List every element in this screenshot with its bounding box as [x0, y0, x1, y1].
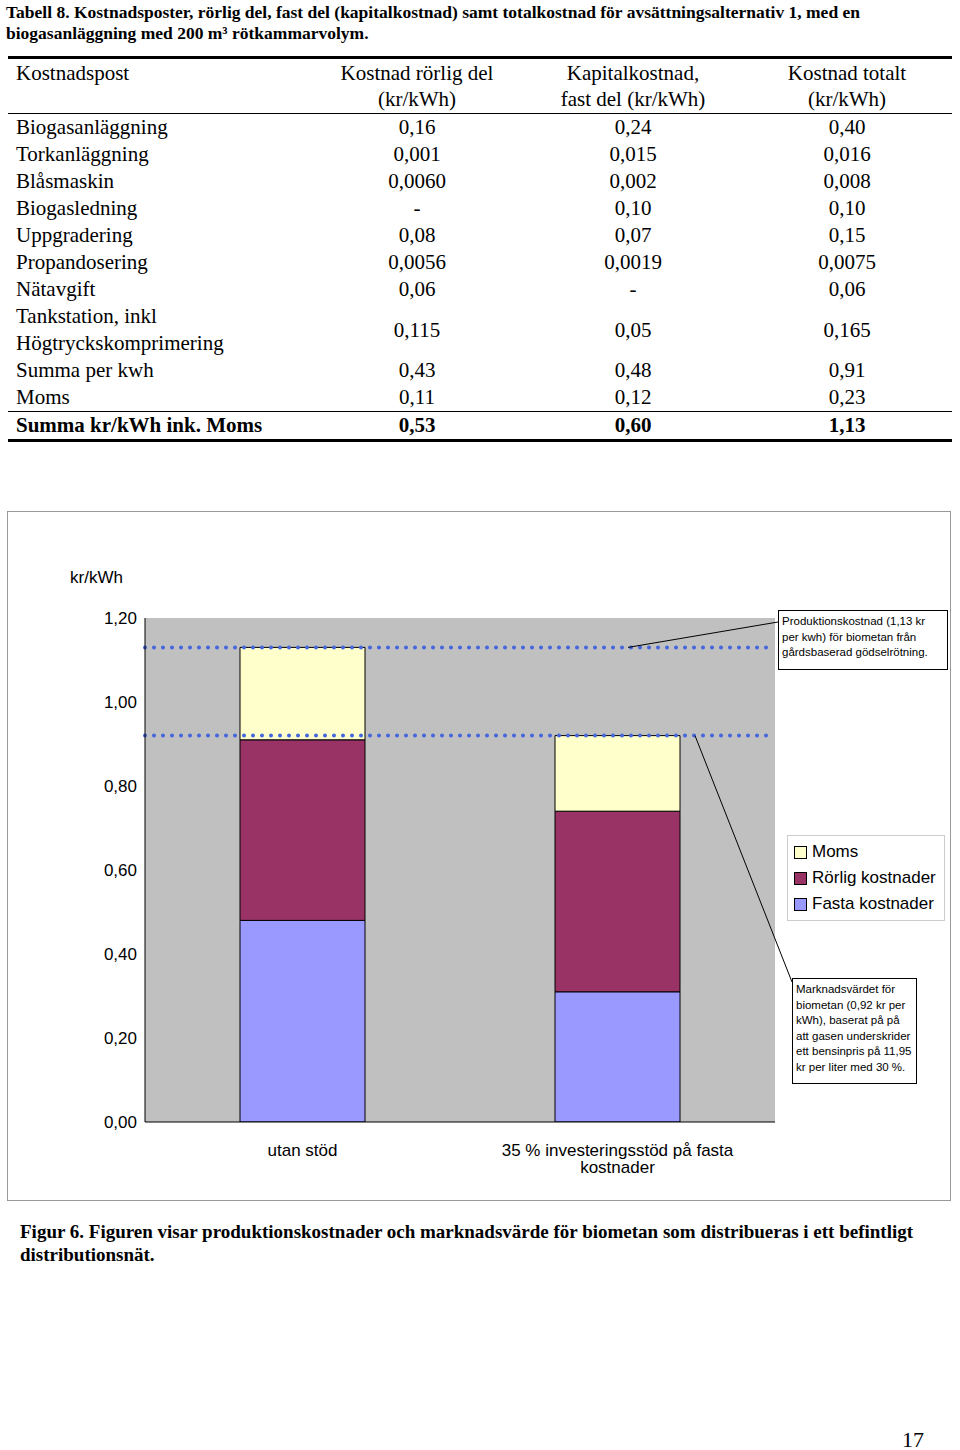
svg-text:1,00: 1,00 [104, 693, 137, 712]
html-text:Tabell 8. Kostnadsposter, rörl: Tabell 8. Kostnadsposter, rörlig del, fa… [6, 2, 860, 43]
html-text:0,23: 0,23 [828, 385, 866, 409]
svg-text:0,80: 0,80 [104, 777, 137, 796]
html-text:Blåsmaskin: Blåsmaskin [16, 169, 114, 193]
html-text:0,06: 0,06 [828, 277, 866, 301]
html-text:0,115: 0,115 [393, 317, 441, 342]
html-text:0,48: 0,48 [614, 358, 652, 382]
html-text:Torkanläggning: Torkanläggning [16, 142, 149, 166]
html-text:0,0056: 0,0056 [388, 250, 446, 274]
html-text:0,40: 0,40 [828, 115, 866, 139]
html-text:0,60: 0,60 [614, 413, 652, 437]
html-text:Biogasledning: Biogasledning [16, 196, 138, 220]
html-text:Rörlig kostnader: Rörlig kostnader [812, 868, 936, 887]
html-text:0,016: 0,016 [823, 142, 871, 166]
html-text:0,008: 0,008 [823, 169, 871, 193]
html-text:0,43: 0,43 [398, 358, 436, 382]
html-text:Marknadsvärdet för biometan (0: Marknadsvärdet för biometan (0,92 kr per… [796, 983, 912, 1073]
html-text:0,001: 0,001 [393, 142, 441, 166]
html-text:Figur 6. Figuren visar produkt: Figur 6. Figuren visar produktionskostna… [20, 1221, 914, 1265]
svg-text:utan stöd: utan stöd [268, 1141, 338, 1160]
html-text:0,015: 0,015 [609, 142, 657, 166]
html-text:Summa per kwh: Summa per kwh [16, 358, 154, 382]
svg-text:0,60: 0,60 [104, 861, 137, 880]
html-text:0,08: 0,08 [398, 223, 436, 247]
html-text:1,13: 1,13 [828, 413, 866, 437]
html-text:Tankstation, inkl Högtryckskom: Tankstation, inkl Högtryckskomprimering [16, 304, 224, 355]
svg-text:1,20: 1,20 [104, 609, 137, 628]
svg-text:0,20: 0,20 [104, 1029, 137, 1048]
svg-text:35 % investeringsstöd på fasta: 35 % investeringsstöd på fastakostnader [502, 1141, 734, 1177]
html-text:0,12: 0,12 [614, 385, 652, 409]
html-text:0,10: 0,10 [614, 196, 652, 220]
html-text:0,11: 0,11 [399, 385, 435, 409]
html-text:Propandosering: Propandosering [16, 250, 148, 274]
svg-text:0,40: 0,40 [104, 945, 137, 964]
html-text:kr/kWh: kr/kWh [70, 568, 123, 587]
html-text:Kostnad totalt (kr/kWh): Kostnad totalt (kr/kWh) [787, 61, 907, 111]
html-text:Nätavgift: Nätavgift [16, 277, 96, 301]
svg-text:0,00: 0,00 [104, 1113, 137, 1132]
html-text:0,16: 0,16 [398, 115, 436, 139]
html-text:0,91: 0,91 [828, 358, 866, 382]
html-text:0,24: 0,24 [614, 115, 652, 139]
html-text:Kostnad rörlig del (kr/kWh): Kostnad rörlig del (kr/kWh) [340, 61, 494, 111]
html-text:0,07: 0,07 [614, 223, 652, 247]
html-text:0,05: 0,05 [614, 317, 652, 342]
html-text:0,0019: 0,0019 [604, 250, 662, 274]
html-text:0,002: 0,002 [609, 169, 657, 193]
html-text:Uppgradering: Uppgradering [16, 223, 133, 247]
html-text:Moms: Moms [812, 842, 859, 861]
html-text:Kapitalkostnad, fast del (kr/k: Kapitalkostnad, fast del (kr/kWh) [560, 61, 706, 111]
html-text:0,165: 0,165 [823, 317, 871, 342]
html-text:Moms: Moms [16, 385, 70, 409]
html-text:0,0060: 0,0060 [388, 169, 446, 193]
html-text:0,0075: 0,0075 [818, 250, 876, 274]
html-text:Produktionskostnad (1,13 kr pe: Produktionskostnad (1,13 kr per kwh) för… [782, 615, 928, 658]
html-text:0,06: 0,06 [398, 277, 436, 301]
html-text:Biogasanläggning: Biogasanläggning [16, 115, 168, 139]
html-text:Kostnadspost: Kostnadspost [16, 61, 130, 85]
html-text:Fasta kostnader: Fasta kostnader [812, 894, 934, 913]
html-text:Summa kr/kWh ink. Moms: Summa kr/kWh ink. Moms [16, 413, 263, 437]
html-text:0,10: 0,10 [828, 196, 866, 220]
html-text:0,53: 0,53 [398, 413, 436, 437]
html-text:0,15: 0,15 [828, 223, 866, 247]
